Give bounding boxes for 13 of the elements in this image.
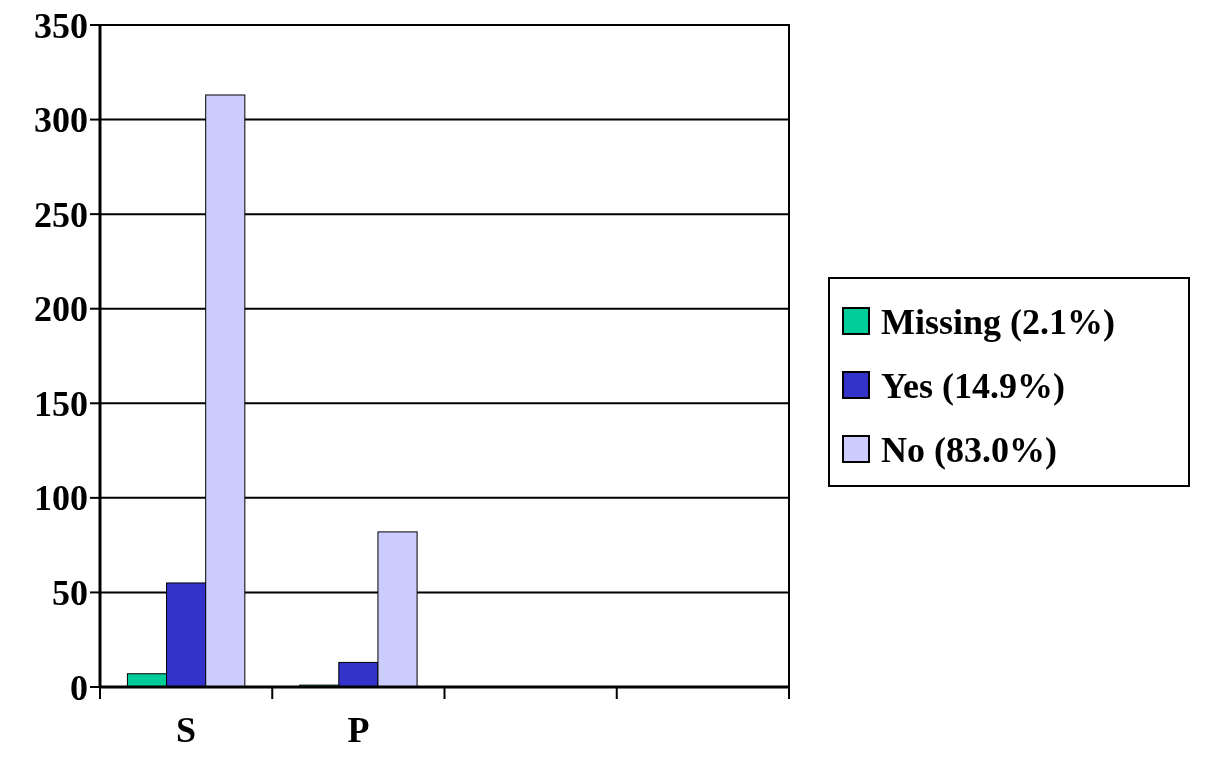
- y-tick-label: 250: [34, 194, 88, 235]
- legend-label: No (83.0%): [881, 429, 1057, 470]
- x-tick-label: P: [347, 710, 370, 750]
- legend-label: Yes (14.9%): [881, 365, 1065, 406]
- y-tick-label: 200: [34, 289, 88, 330]
- y-tick-label: 150: [34, 383, 88, 424]
- legend-label: Missing (2.1%): [881, 301, 1115, 342]
- y-tick-label: 0: [70, 667, 88, 708]
- y-tick-label: 100: [34, 478, 88, 519]
- y-tick-label: 50: [52, 573, 88, 614]
- y-tick-label: 300: [34, 100, 88, 141]
- x-tick-label: S: [176, 710, 197, 750]
- y-tick-label: 350: [34, 5, 88, 46]
